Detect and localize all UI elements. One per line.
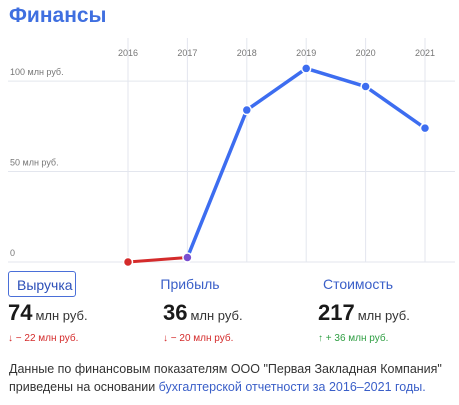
revenue-value: 74 [8,300,33,325]
profit-unit: млн руб. [190,308,243,323]
accounting-report-link[interactable]: бухгалтерской отчетности за 2016–2021 го… [158,380,426,394]
data-point [300,63,312,74]
revenue-delta: ↓ − 22 млн руб. [8,333,79,344]
profit-metric: 36 млн руб. [163,300,243,326]
x-tick-label: 2018 [237,48,257,58]
data-source-note: Данные по финансовым показателям ООО "Пе… [9,360,454,396]
data-point [241,104,253,116]
x-tick-label: 2020 [356,48,376,58]
revenue-chart: 0 50 млн руб. 100 млн руб. 2016 2017 2018 2019… [8,38,455,268]
page-title: Финансы [9,4,107,27]
value-unit: млн руб. [357,308,410,323]
profit-value: 36 [163,300,188,325]
x-tick-label: 2016 [118,48,138,58]
y-tick-label: 50 млн руб. [10,158,59,168]
x-tick-label: 2019 [296,48,316,58]
footnote-text: Данные по финансовым показателям ООО "Пе… [9,362,442,394]
tab-value[interactable]: Стоимость [322,276,394,292]
tab-profit[interactable]: Прибыль [160,276,220,292]
revenue-unit: млн руб. [35,308,88,323]
profit-delta: ↓ − 20 млн руб. [163,333,234,344]
y-tick-label: 0 [10,248,15,258]
value-metric: 217 млн руб. [318,300,410,326]
x-tick-label: 2021 [415,48,435,58]
data-point [419,122,431,134]
revenue-metric: 74 млн руб. [8,300,88,326]
x-tick-label: 2017 [177,48,197,58]
series-segment-negative [126,255,189,264]
value-delta: ↑ + 36 млн руб. [318,333,389,344]
value-value: 217 [318,300,355,325]
data-point [122,256,134,268]
data-point [360,81,371,92]
y-tick-label: 100 млн руб. [10,67,64,77]
tab-revenue[interactable]: Выручка [8,271,76,297]
data-point [182,252,193,263]
